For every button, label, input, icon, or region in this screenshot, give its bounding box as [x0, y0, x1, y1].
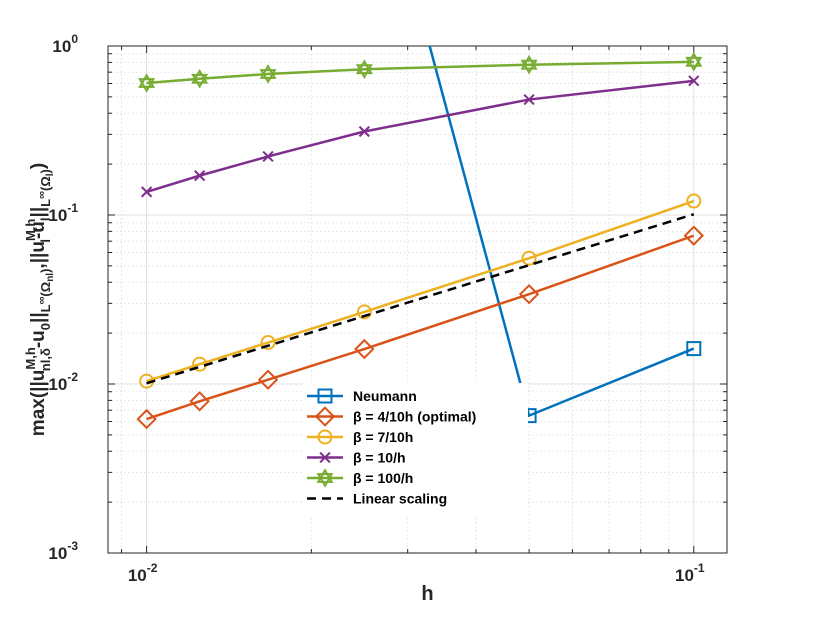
- data-point: [356, 304, 372, 320]
- legend-marker: [314, 406, 336, 427]
- legend-label: β = 10/h: [353, 450, 406, 466]
- data-point-b: [138, 78, 156, 93]
- data-point-b: [191, 73, 209, 89]
- data-point: [136, 408, 157, 430]
- data-point-b: [685, 56, 703, 72]
- series-line: [146, 234, 695, 421]
- x-axis-label: h: [421, 583, 433, 605]
- series-4: [138, 52, 703, 93]
- data-point: [521, 250, 537, 266]
- y-axis-label: max(||uM,hnl,δ-u0||L∞(Ωnl),||uM,hl-ul||L…: [23, 163, 56, 436]
- data-point: [520, 54, 538, 70]
- data-point: [138, 73, 156, 88]
- data-point: [518, 283, 540, 305]
- y-tick-label: 10-1: [48, 201, 78, 225]
- data-point: [259, 64, 277, 79]
- legend-item: β = 7/10h: [307, 429, 413, 445]
- data-point: [260, 335, 276, 351]
- x-tick-label: 10-2: [128, 561, 158, 585]
- data-point: [141, 186, 153, 198]
- series-3: [141, 75, 700, 198]
- data-point: [685, 52, 703, 67]
- data-point-b: [355, 64, 373, 79]
- data-point: [355, 59, 373, 75]
- data-point: [523, 93, 535, 106]
- data-point: [189, 391, 210, 412]
- data-point: [683, 225, 704, 246]
- data-point: [688, 75, 700, 87]
- axes-box: [107, 45, 728, 554]
- y-tick-label: 100: [52, 32, 78, 56]
- legend-item: Linear scaling: [307, 491, 447, 507]
- data-point: [194, 170, 206, 182]
- y-tick-label: 10-2: [48, 370, 78, 394]
- legend-item: Neumann: [307, 388, 417, 404]
- data-point: [257, 369, 279, 390]
- legend: Neumann β = 4/10h (optimal) β = 7/10h β = 1…: [303, 383, 528, 516]
- series-line: [146, 199, 695, 383]
- legend-marker: [317, 429, 333, 445]
- legend-label: Neumann: [353, 388, 417, 404]
- tick-labels: 10-2 10-1 10-3 10-2 10-1 100: [48, 32, 705, 585]
- legend-item: β = 10/h: [307, 450, 406, 466]
- series-layer: [136, 46, 704, 430]
- legend-marker: [316, 468, 334, 483]
- data-point-b: [520, 59, 538, 75]
- data-point: [191, 68, 209, 84]
- series-line: [146, 79, 694, 194]
- legend-marker: [319, 451, 331, 464]
- data-point: [686, 193, 702, 209]
- data-point: [262, 150, 274, 163]
- data-point: [354, 338, 375, 360]
- legend-marker-b: [316, 473, 334, 488]
- legend-label: β = 4/10h (optimal): [353, 409, 476, 425]
- series-line: [146, 60, 694, 85]
- legend-marker: [317, 388, 333, 404]
- data-point-b: [259, 69, 277, 84]
- series-5: [146, 213, 695, 385]
- legend-label: β = 7/10h: [353, 429, 413, 445]
- legend-box: [303, 383, 528, 516]
- series-line: [146, 213, 695, 385]
- x-tick-label: 10-1: [675, 561, 705, 585]
- legend-label: β = 100/h: [353, 470, 413, 486]
- axes: [107, 45, 728, 554]
- series-1: [136, 225, 704, 430]
- legend-item: β = 100/h: [307, 468, 413, 488]
- legend-item: β = 4/10h (optimal): [307, 406, 476, 427]
- data-point: [358, 125, 370, 138]
- series-line: [428, 46, 695, 418]
- data-point: [686, 341, 702, 357]
- y-tick-label: 10-3: [48, 539, 78, 563]
- legend-label: Linear scaling: [353, 491, 447, 507]
